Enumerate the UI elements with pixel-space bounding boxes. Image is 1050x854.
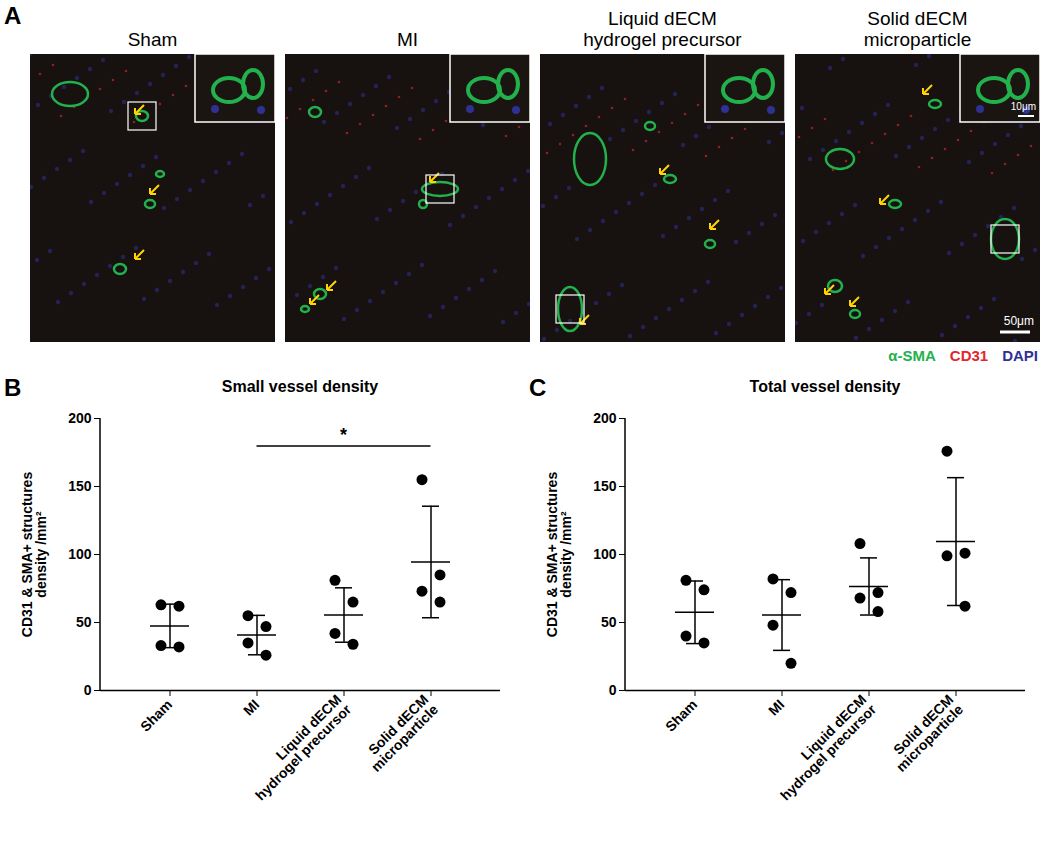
- html-text:DAPI: DAPI: [1002, 347, 1038, 364]
- svg-text:10μm: 10μm: [1011, 101, 1036, 112]
- svg-text:MI: MI: [765, 696, 787, 718]
- html-text:C: C: [529, 374, 547, 401]
- svg-text:150: 150: [593, 478, 617, 494]
- svg-text:0: 0: [609, 682, 617, 698]
- svg-text:100: 100: [593, 546, 617, 562]
- svg-text:CD31 & SMA+ structuresdensity: CD31 & SMA+ structuresdensity /mm²: [544, 472, 574, 638]
- svg-text:Liquid dECMhydrogel precursor: Liquid dECMhydrogel precursor: [767, 691, 879, 803]
- svg-text:MI: MI: [240, 696, 262, 718]
- html-text:Solid dECM microparticle: Solid dECM microparticle: [863, 8, 972, 50]
- html-text:α-SMA: α-SMA: [888, 347, 936, 364]
- svg-text:CD31 & SMA+ structuresdensity: CD31 & SMA+ structuresdensity /mm²: [19, 472, 49, 638]
- html-text:Total vessel density: Total vessel density: [749, 378, 901, 395]
- html-text:B: B: [4, 374, 22, 401]
- svg-text:200: 200: [68, 410, 92, 426]
- svg-text:0: 0: [84, 682, 92, 698]
- html-text:Small vessel density: Small vessel density: [221, 378, 379, 395]
- svg-text:100: 100: [68, 546, 92, 562]
- svg-text:Sham: Sham: [662, 696, 700, 734]
- svg-text:50μm: 50μm: [1004, 314, 1034, 328]
- svg-text:Sham: Sham: [137, 696, 175, 734]
- html-text:Liquid dECM hydrogel precursor: Liquid dECM hydrogel precursor: [583, 8, 742, 50]
- svg-text:*: *: [340, 425, 347, 445]
- svg-text:Solid dECMmicroparticle: Solid dECMmicroparticle: [358, 691, 442, 775]
- svg-text:50: 50: [76, 614, 92, 630]
- svg-text:50: 50: [601, 614, 617, 630]
- svg-text:Liquid dECMhydrogel precursor: Liquid dECMhydrogel precursor: [242, 691, 354, 803]
- html-text:A: A: [4, 2, 22, 29]
- svg-text:200: 200: [593, 410, 617, 426]
- html-text:Sham: Sham: [127, 29, 178, 50]
- html-text:CD31: CD31: [949, 347, 989, 364]
- svg-text:150: 150: [68, 478, 92, 494]
- svg-text:Solid dECMmicroparticle: Solid dECMmicroparticle: [883, 691, 967, 775]
- html-text:MI: MI: [396, 29, 418, 50]
